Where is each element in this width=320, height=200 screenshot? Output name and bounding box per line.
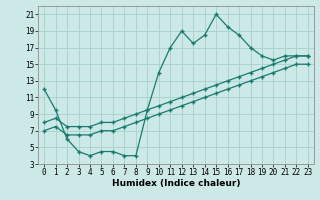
X-axis label: Humidex (Indice chaleur): Humidex (Indice chaleur)	[112, 179, 240, 188]
